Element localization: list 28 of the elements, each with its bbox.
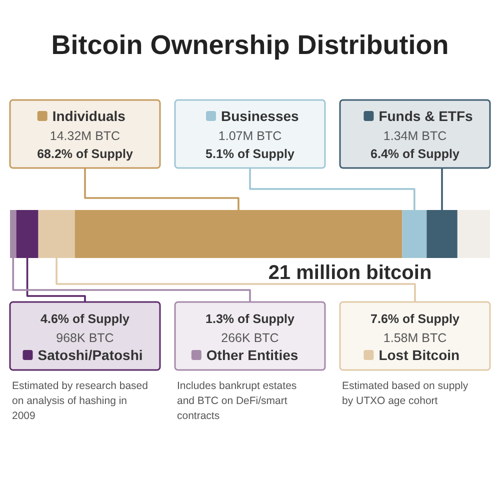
text: 1.07M BTC	[218, 129, 282, 143]
data-label: 68.2% of Supply	[37, 147, 133, 161]
text: 1.34M BTC	[383, 129, 447, 143]
text: Estimated based on supply by UTXO age cohort	[342, 380, 469, 407]
data-label: 4.6% of Supply	[40, 312, 130, 326]
bar	[10, 210, 16, 258]
bar	[402, 210, 427, 258]
legend-label: Individuals	[52, 108, 126, 124]
text: Includes bankrupt estates and BTC on DeFi/smart contracts	[177, 380, 297, 422]
legend-label: Satoshi/Patoshi	[38, 347, 143, 363]
data-label: 1.3% of Supply	[206, 312, 294, 326]
text: Estimated by research based on analysis of hashing in 2009	[12, 380, 148, 422]
legend-label: Businesses	[221, 108, 300, 124]
data-label: 7.6% of Supply	[370, 312, 460, 326]
text: 1.58M BTC	[383, 331, 447, 345]
data-label: 6.4% of Supply	[370, 147, 460, 161]
data-label: 5.1% of Supply	[206, 147, 294, 161]
chart-title: Bitcoin Ownership Distribution	[51, 30, 449, 60]
legend-label: Other Entities	[206, 347, 298, 363]
x-axis-title: 21 million bitcoin	[268, 262, 432, 284]
legend-label: Funds & ETFs	[378, 108, 474, 124]
text: 14.32M BTC	[50, 129, 120, 143]
text: 968K BTC	[56, 331, 114, 345]
text: 266K BTC	[221, 331, 279, 345]
bar	[74, 210, 402, 258]
legend-label: Lost Bitcoin	[378, 347, 460, 363]
bar	[38, 210, 75, 258]
bar	[16, 210, 38, 258]
